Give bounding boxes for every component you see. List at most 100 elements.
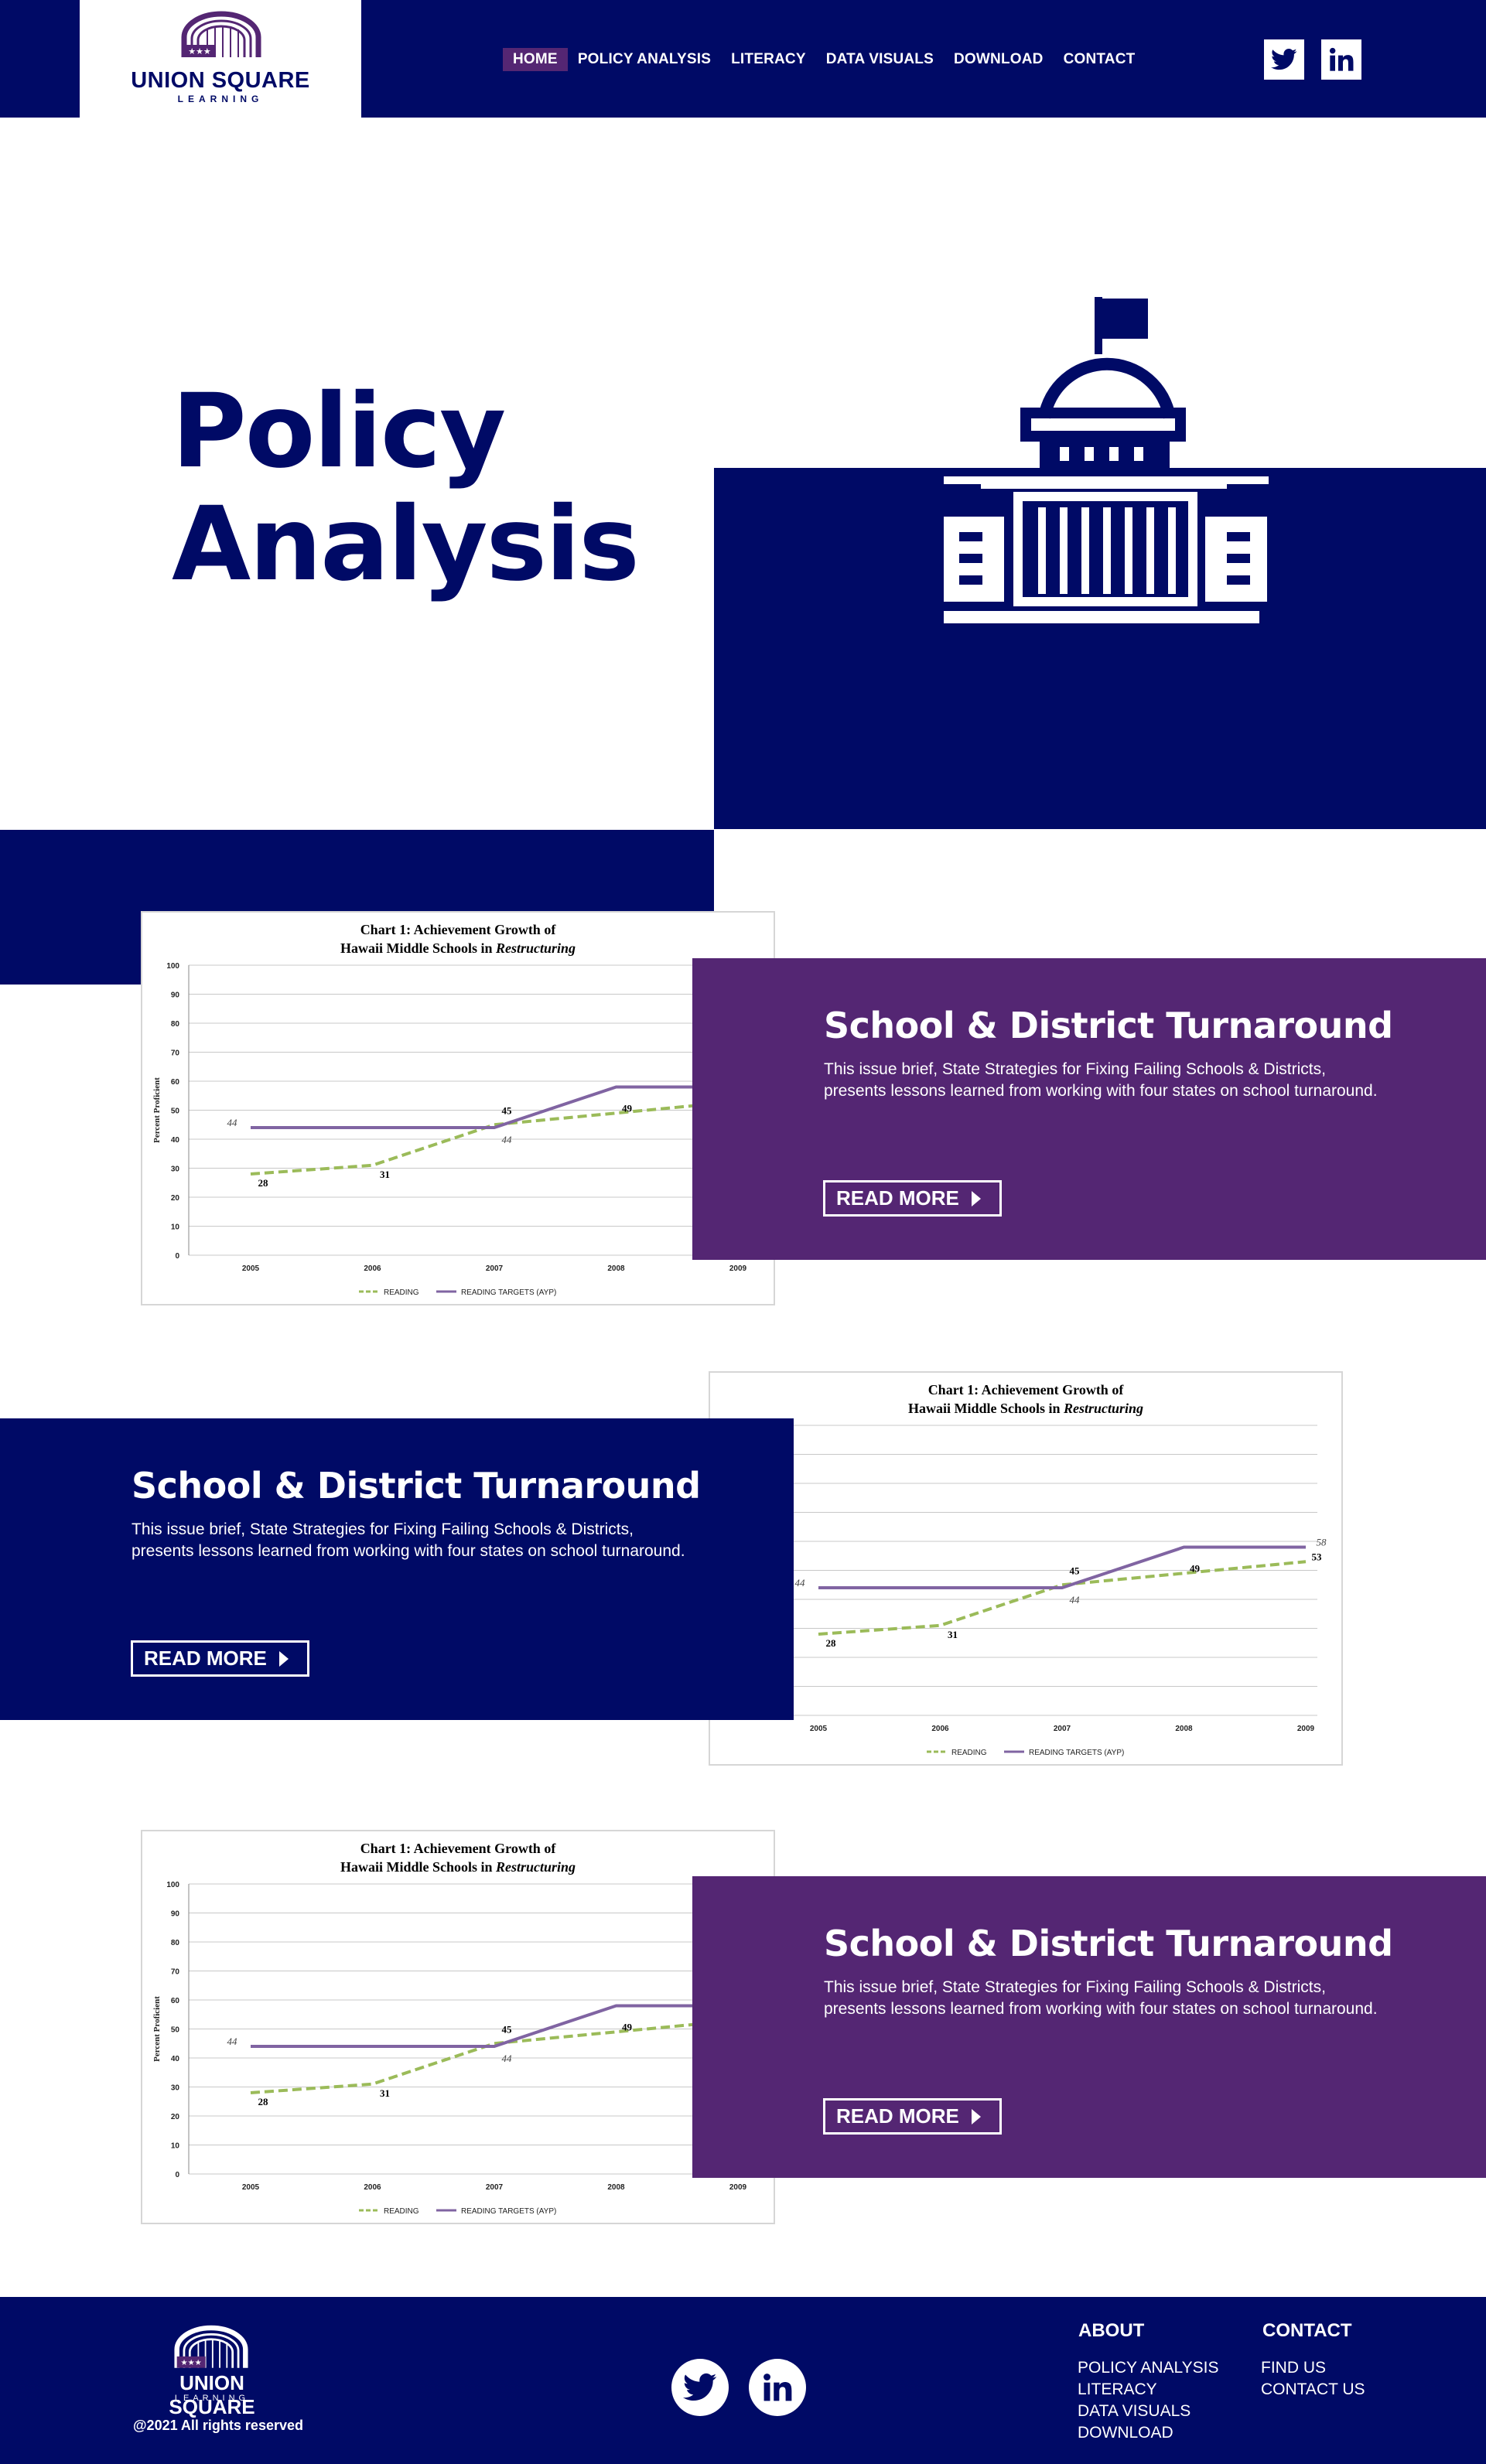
footer-about-heading: ABOUT — [1078, 2320, 1145, 2341]
footer-link-data-visuals[interactable]: DATA VISUALS — [1078, 2402, 1191, 2420]
chart-title: Chart 1: Achievement Growth of — [360, 1841, 557, 1856]
achievement-chart-3: Chart 1: Achievement Growth of Hawaii Mid… — [152, 1841, 759, 2216]
data-label: 28 — [258, 1177, 269, 1189]
footer-logo-arch-icon: ★★★ — [174, 2325, 248, 2368]
play-arrow-icon — [971, 1190, 981, 1206]
site-header: ★★★ UNION SQUARE LEARNING HOME POLICY AN… — [0, 0, 1486, 118]
legend-label: READING TARGETS (AYP) — [1029, 1749, 1124, 1757]
data-label: 31 — [380, 1169, 390, 1180]
y-tick-label: 10 — [171, 1223, 180, 1232]
y-tick-label: 80 — [171, 1020, 180, 1029]
read-more-button[interactable]: READ MORE — [823, 2098, 1002, 2135]
footer-linkedin-button[interactable] — [749, 2359, 806, 2416]
y-tick-label: 50 — [171, 2026, 180, 2035]
y-axis-label: Percent Proficient — [152, 1077, 162, 1143]
read-more-button[interactable]: READ MORE — [823, 1180, 1002, 1217]
nav-policy-analysis[interactable]: POLICY ANALYSIS — [577, 51, 712, 67]
header-linkedin-button[interactable] — [1321, 39, 1361, 80]
x-tick-label: 2008 — [1175, 1725, 1193, 1733]
x-tick-label: 2009 — [729, 1264, 747, 1273]
copyright: @2021 All rights reserved — [133, 2418, 303, 2433]
legend-label: READING — [384, 1288, 419, 1297]
x-tick-label: 2006 — [931, 1725, 949, 1733]
site-footer: ★★★ UNION SQUARE LEARNING @2021 All righ… — [0, 2297, 1486, 2464]
nav-contact[interactable]: CONTACT — [1063, 51, 1136, 67]
x-tick-label: 2008 — [607, 2183, 625, 2192]
legend-label: READING TARGETS (AYP) — [461, 1288, 556, 1297]
linkedin-icon — [763, 2374, 792, 2401]
data-label: 44 — [1070, 1594, 1081, 1606]
page-title: Policy Analysis — [172, 372, 640, 604]
y-tick-label: 90 — [171, 1910, 180, 1919]
chart-card-3: Chart 1: Achievement Growth of Hawaii Mid… — [141, 1830, 775, 2224]
footer-contact-heading: CONTACT — [1262, 2320, 1352, 2341]
feature-panel-3: School & District Turnaround This issue … — [692, 1876, 1486, 2178]
x-tick-label: 2009 — [1297, 1725, 1315, 1733]
y-tick-label: 0 — [175, 2171, 179, 2179]
hero-navy-block — [714, 468, 1486, 829]
data-label: 44 — [502, 2053, 513, 2064]
footer-link-find-us[interactable]: FIND US — [1261, 2359, 1326, 2377]
x-tick-label: 2005 — [242, 1264, 260, 1273]
x-tick-label: 2007 — [486, 2183, 504, 2192]
nav-home[interactable]: HOME — [503, 48, 568, 71]
footer-link-literacy[interactable]: LITERACY — [1078, 2380, 1157, 2398]
page-title-line-1: Policy — [172, 372, 506, 491]
header-twitter-button[interactable] — [1264, 39, 1304, 80]
data-label: 58 — [1317, 1537, 1327, 1548]
logo-name: UNION SQUARE — [131, 68, 310, 93]
chart-title: Chart 1: Achievement Growth of — [360, 922, 557, 937]
series-line-reading — [250, 1100, 739, 1176]
data-label: 45 — [502, 2023, 513, 2035]
logo-subtitle: LEARNING — [177, 94, 264, 104]
y-tick-label: 40 — [171, 1136, 180, 1145]
nav-data-visuals[interactable]: DATA VISUALS — [825, 51, 934, 67]
series-line-targets — [251, 2004, 738, 2048]
footer-logo-subtitle: LEARNING — [174, 2394, 250, 2403]
y-tick-label: 100 — [166, 962, 179, 971]
y-tick-label: 50 — [171, 1107, 180, 1116]
series-line-targets — [818, 1545, 1306, 1589]
data-label: 31 — [948, 1629, 958, 1640]
chart-title: Chart 1: Achievement Growth of — [928, 1382, 1125, 1398]
logo[interactable]: ★★★ UNION SQUARE LEARNING — [80, 0, 361, 118]
y-tick-label: 100 — [166, 1881, 179, 1889]
page-title-line-2: Analysis — [172, 485, 640, 604]
data-label: 44 — [227, 2036, 238, 2047]
main-nav: HOME POLICY ANALYSIS LITERACY DATA VISUA… — [503, 48, 1145, 71]
read-more-label: READ MORE — [836, 1186, 959, 1210]
chart-subtitle: Hawaii Middle Schools in Restructuring — [340, 1859, 576, 1875]
play-arrow-icon — [278, 1650, 289, 1667]
feature-panel-2: School & District Turnaround This issue … — [0, 1418, 794, 1720]
svg-text:★★★: ★★★ — [181, 2359, 202, 2367]
series-line-reading — [250, 2019, 739, 2094]
x-tick-label: 2006 — [364, 1264, 381, 1273]
feature-panel-1: School & District Turnaround This issue … — [692, 958, 1486, 1260]
legend-label: READING — [951, 1749, 987, 1757]
x-tick-label: 2005 — [242, 2183, 260, 2192]
footer-link-policy-analysis[interactable]: POLICY ANALYSIS — [1078, 2359, 1219, 2377]
legend-label: READING — [384, 2207, 419, 2216]
y-tick-label: 20 — [171, 2113, 180, 2121]
data-label: 45 — [502, 1104, 513, 1116]
data-label: 44 — [227, 1117, 238, 1128]
logo-arch-icon: ★★★ — [181, 11, 261, 57]
x-tick-label: 2009 — [729, 2183, 747, 2192]
nav-literacy[interactable]: LITERACY — [731, 51, 806, 67]
y-tick-label: 0 — [175, 1252, 179, 1261]
footer-link-download[interactable]: DOWNLOAD — [1078, 2424, 1173, 2442]
chart-subtitle: Hawaii Middle Schools in Restructuring — [908, 1401, 1143, 1416]
series-line-reading — [818, 1560, 1307, 1636]
y-tick-label: 40 — [171, 2055, 180, 2063]
nav-download[interactable]: DOWNLOAD — [954, 51, 1044, 67]
footer-link-contact-us[interactable]: CONTACT US — [1261, 2380, 1365, 2398]
read-more-label: READ MORE — [144, 1647, 267, 1670]
data-label: 31 — [380, 2087, 390, 2099]
x-tick-label: 2006 — [364, 2183, 381, 2192]
y-tick-label: 30 — [171, 2084, 180, 2093]
capitol-building-icon — [944, 297, 1269, 623]
svg-text:★★★: ★★★ — [188, 46, 211, 56]
read-more-button[interactable]: READ MORE — [131, 1640, 309, 1677]
y-axis-label: Percent Proficient — [152, 1996, 162, 2062]
footer-twitter-button[interactable] — [671, 2359, 729, 2416]
